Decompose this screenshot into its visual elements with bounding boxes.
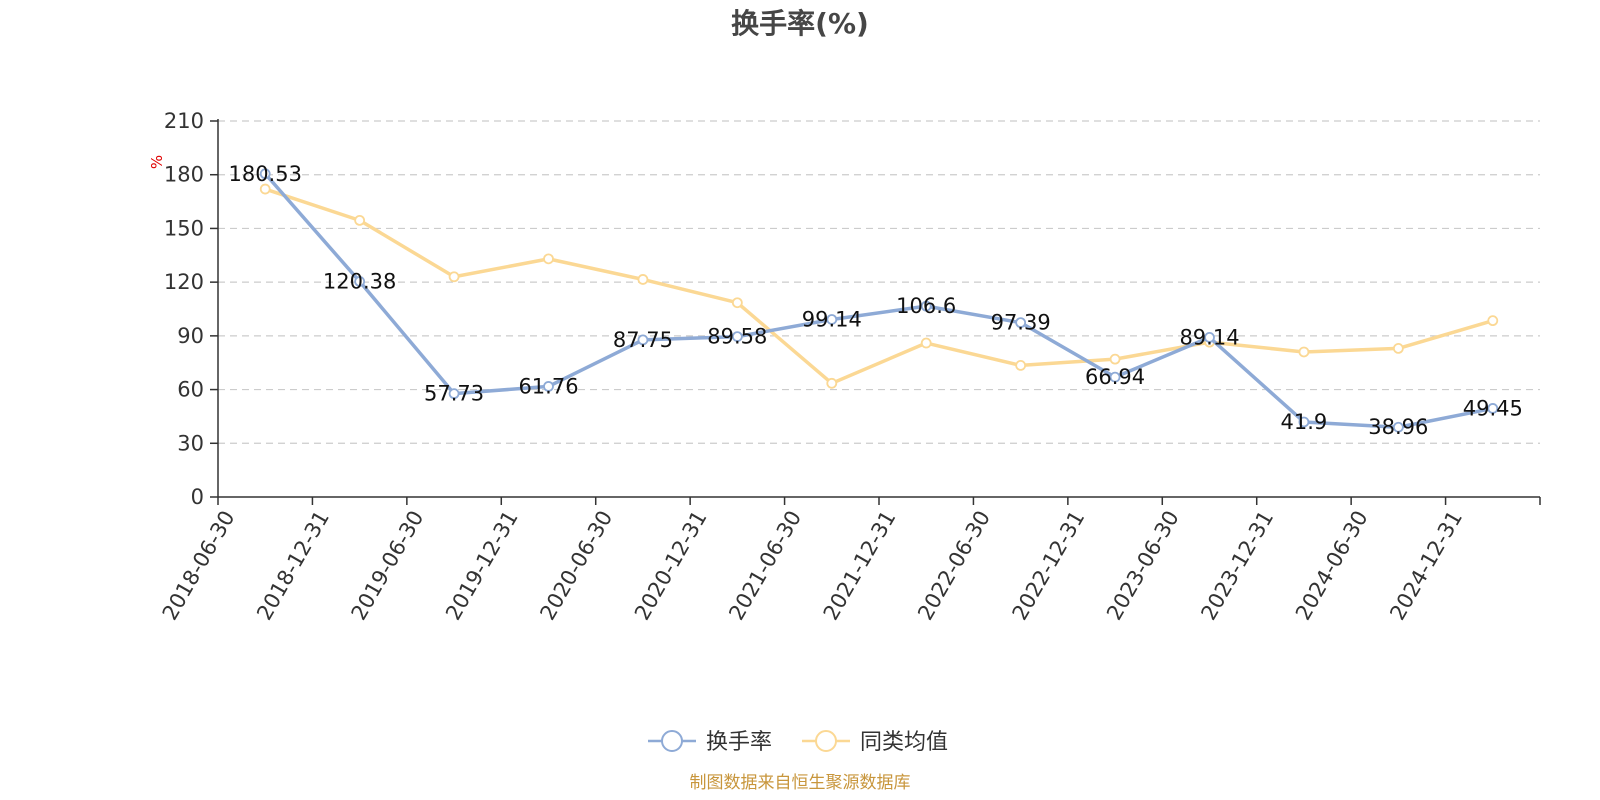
x-tick-label: 2018-06-30 <box>158 507 240 625</box>
legend-marker <box>661 730 683 752</box>
data-point <box>448 388 460 400</box>
data-point <box>1392 421 1404 433</box>
data-point <box>1109 371 1121 383</box>
data-point <box>637 334 649 346</box>
x-tick-label: 2022-06-30 <box>913 507 995 625</box>
data-point <box>259 168 271 180</box>
data-point <box>354 214 366 226</box>
x-tick-label: 2020-06-30 <box>535 507 617 625</box>
legend: 换手率 同类均值 <box>648 730 948 755</box>
series-0 <box>259 168 1499 433</box>
data-point <box>637 274 649 285</box>
x-tick-label: 2021-12-31 <box>819 507 901 625</box>
data-label: 41.9 <box>1281 410 1328 434</box>
legend-item-1: 同类均值 <box>802 730 948 755</box>
y-tick-label: 180 <box>164 163 204 187</box>
data-label: 89.14 <box>1179 325 1239 349</box>
data-label: 49.45 <box>1463 396 1523 420</box>
data-label: 120.38 <box>323 269 396 293</box>
y-axis-unit-label: % <box>148 155 166 169</box>
data-point <box>920 337 932 349</box>
data-point <box>1015 359 1027 371</box>
x-tick-label: 2024-12-31 <box>1385 507 1467 625</box>
legend-item-0: 换手率 <box>648 730 772 755</box>
data-point <box>543 381 554 392</box>
series-1 <box>259 183 1499 389</box>
y-tick-label: 30 <box>177 431 204 455</box>
data-label: 106.6 <box>896 294 956 318</box>
data-label: 99.14 <box>802 307 862 331</box>
data-point <box>448 271 460 283</box>
legend-marker <box>815 730 837 752</box>
data-point <box>259 183 271 195</box>
x-tick-label: 2019-06-30 <box>347 507 429 625</box>
series-line <box>263 187 1495 386</box>
source-note: 制图数据来自恒生聚源数据库 <box>690 773 911 793</box>
data-point <box>1109 353 1121 365</box>
x-tick-label: 2021-06-30 <box>724 507 806 625</box>
chart-title: 换手率(%) <box>731 7 869 40</box>
y-tick-label: 150 <box>164 216 204 240</box>
x-tick-label: 2018-12-31 <box>252 507 334 625</box>
data-point <box>1298 346 1310 358</box>
y-tick-label: 90 <box>177 324 204 348</box>
data-label: 57.73 <box>424 382 484 406</box>
data-label: 97.39 <box>991 311 1051 335</box>
data-point <box>1204 331 1215 343</box>
data-point <box>731 297 743 309</box>
grid-layer <box>218 120 1540 444</box>
data-point <box>1487 403 1499 414</box>
series-line <box>263 172 1495 429</box>
x-tick-label: 2024-06-30 <box>1291 507 1373 625</box>
data-point <box>354 276 366 287</box>
y-tick-label: 0 <box>191 485 204 509</box>
data-label: 61.76 <box>518 374 578 398</box>
axis-layer: 0 30 60 90 120 150 180 210% 2018-06-30 2018-12-31… <box>148 109 1541 625</box>
data-label: 66.94 <box>1085 365 1145 389</box>
data-label: 87.75 <box>613 328 673 352</box>
data-point <box>920 300 932 312</box>
x-tick-label: 2023-06-30 <box>1102 507 1184 625</box>
legend-label: 同类均值 <box>860 730 948 755</box>
data-point <box>826 314 838 325</box>
data-point <box>1015 317 1027 329</box>
y-tick-label: 210 <box>164 109 204 133</box>
data-point <box>826 377 838 389</box>
y-tick-label: 60 <box>177 378 204 402</box>
data-point <box>543 253 554 265</box>
x-tick-label: 2022-12-31 <box>1008 507 1090 625</box>
x-tick-label: 2023-12-31 <box>1196 507 1278 625</box>
series-layer <box>259 168 1499 433</box>
x-tick-label: 2019-12-31 <box>441 507 523 625</box>
data-label: 38.96 <box>1368 415 1428 439</box>
y-tick-label: 120 <box>164 270 204 294</box>
x-tick-label: 2020-12-31 <box>630 507 712 625</box>
data-point <box>1392 342 1404 354</box>
data-label: 89.58 <box>707 325 767 349</box>
data-label: 180.53 <box>228 162 301 186</box>
data-point <box>1487 315 1499 327</box>
data-point <box>1298 416 1310 428</box>
data-label-layer: 180.53 120.38 57.73 61.76 87.75 89.58 99.14 106… <box>228 162 1522 439</box>
data-point <box>731 331 743 343</box>
legend-label: 换手率 <box>706 730 772 755</box>
